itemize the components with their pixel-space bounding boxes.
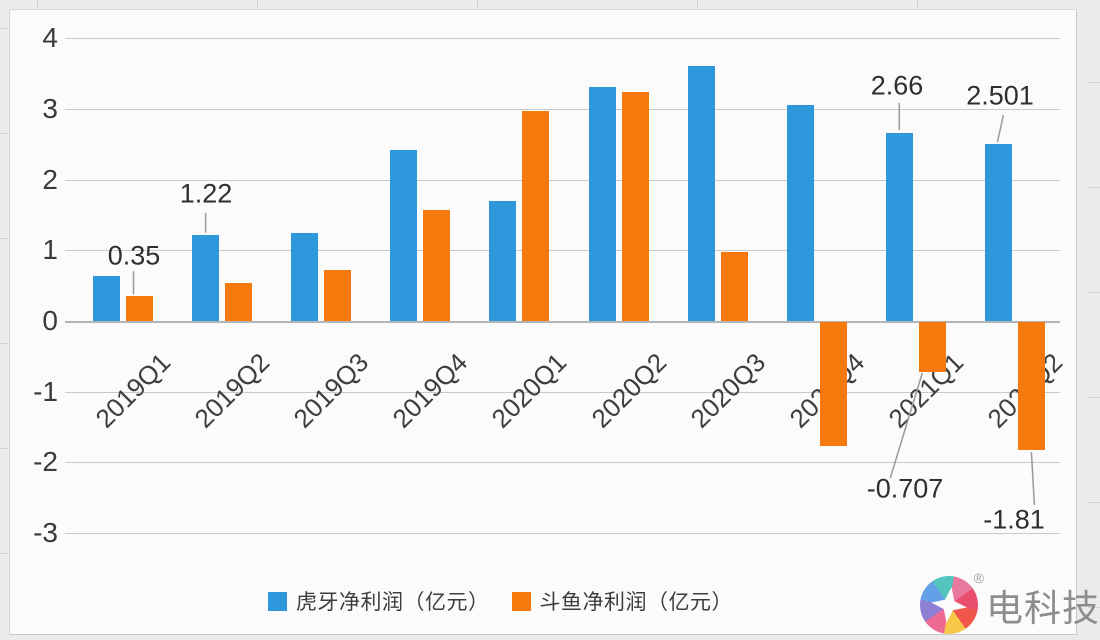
bar-douyu-2020Q3: [721, 252, 748, 321]
edge-tick: [1088, 292, 1100, 293]
y-axis-tick-label: -2: [33, 446, 58, 477]
edge-tick: [0, 553, 8, 554]
legend-swatch-huya: [268, 591, 287, 611]
y-axis-tick-label: 2: [42, 164, 58, 195]
legend-item-douyu: 斗鱼净利润（亿元）: [511, 586, 734, 616]
watermark-text: 电科技: [986, 588, 1100, 629]
edge-tick: [0, 133, 8, 134]
bar-douyu-2020Q2: [622, 92, 649, 321]
edge-tick: [0, 448, 8, 449]
data-label-1.22: 1.22: [179, 178, 233, 209]
gridline-y-2: [65, 180, 1060, 181]
bar-douyu-2019Q1: [126, 296, 153, 321]
gridline-y--2: [65, 462, 1060, 463]
edge-tick: [0, 343, 8, 344]
legend-label-huya: 虎牙净利润（亿元）: [296, 591, 490, 614]
edge-tick: [697, 0, 698, 8]
edge-tick: [37, 0, 38, 8]
bar-huya-2020Q3: [688, 66, 715, 321]
data-label-2.66: 2.66: [870, 70, 924, 101]
diankeji-logo-icon: ®: [918, 570, 984, 636]
edge-tick: [1088, 607, 1100, 608]
legend-label-douyu: 斗鱼净利润（亿元）: [539, 591, 733, 614]
bar-douyu-2020Q1: [522, 111, 549, 321]
edge-tick: [0, 238, 8, 239]
bar-huya-2019Q3: [291, 233, 318, 321]
y-axis-tick-label: 1: [42, 234, 58, 265]
watermark: ® 电科技: [918, 570, 1100, 636]
edge-tick: [1088, 82, 1100, 83]
bar-douyu-2019Q2: [225, 283, 252, 321]
data-label-0.35: 0.35: [107, 240, 161, 271]
gridline-y-3: [65, 109, 1060, 110]
y-axis-tick-label: -3: [33, 517, 58, 548]
data-label-2.501: 2.501: [966, 80, 1034, 111]
bar-huya-2020Q2: [589, 87, 616, 321]
bar-huya-2020Q4: [787, 105, 814, 321]
edge-tick: [257, 0, 258, 8]
y-axis-tick-label: -1: [33, 376, 58, 407]
gridline-y-4: [65, 38, 1060, 39]
bar-huya-2020Q1: [489, 201, 516, 321]
gridline-y-0: [65, 321, 1060, 323]
edge-tick: [1088, 502, 1100, 503]
edge-tick: [477, 0, 478, 8]
bar-huya-2019Q4: [390, 150, 417, 321]
y-axis-tick-label: 4: [42, 22, 58, 53]
bar-douyu-2019Q4: [423, 210, 450, 321]
edge-tick: [1088, 397, 1100, 398]
legend-swatch-douyu: [511, 591, 531, 611]
legend: 虎牙净利润（亿元） 斗鱼净利润（亿元）: [268, 586, 733, 616]
bar-huya-2019Q2: [192, 235, 219, 321]
gridline-y--1: [65, 392, 1060, 393]
edge-tick: [917, 0, 918, 8]
edge-tick: [1088, 187, 1100, 188]
edge-tick: [0, 28, 8, 29]
y-axis-tick-label: 0: [42, 305, 58, 336]
bar-huya-2019Q1: [93, 276, 120, 321]
registered-mark: ®: [973, 570, 984, 586]
data-label--1.81: -1.81: [983, 504, 1045, 535]
bar-douyu-2021Q2: [1018, 322, 1045, 450]
bar-huya-2021Q1: [886, 133, 913, 321]
data-label--0.707: -0.707: [866, 473, 944, 504]
bar-huya-2021Q2: [985, 144, 1012, 321]
y-axis-tick-label: 3: [42, 93, 58, 124]
bar-douyu-2021Q1: [919, 322, 946, 372]
bar-douyu-2020Q4: [820, 322, 847, 446]
legend-item-huya: 虎牙净利润（亿元）: [268, 586, 490, 616]
bar-douyu-2019Q3: [324, 270, 351, 321]
gridline-y-1: [65, 250, 1060, 251]
gridline-y--3: [65, 533, 1060, 534]
